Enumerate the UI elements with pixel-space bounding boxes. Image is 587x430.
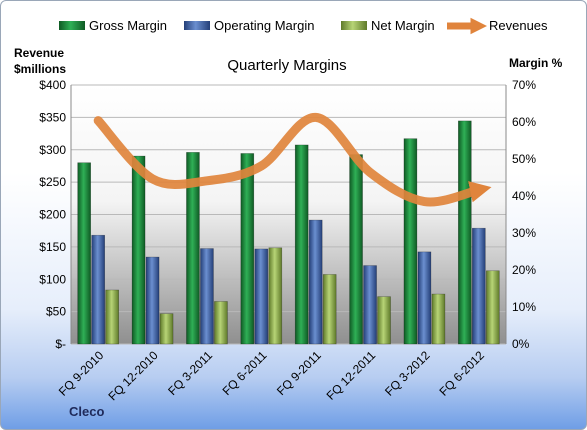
chart-title: Quarterly Margins <box>227 57 346 74</box>
left-tick-label: $50 <box>46 305 66 319</box>
bar-operating-margin <box>363 265 377 345</box>
revenue-line-path <box>93 112 492 207</box>
left-tick-label: $150 <box>39 240 66 254</box>
bar-operating-margin <box>200 248 214 345</box>
x-axis-ticks: FQ 9-2010 FQ 12-2010 FQ 3-2011 FQ 6-2011 FQ … <box>56 348 487 403</box>
left-tick-label: $- <box>55 337 66 351</box>
bar-net-margin <box>268 247 283 345</box>
bar-gross-margin <box>294 144 309 345</box>
legend-swatch-operating-margin <box>184 21 210 30</box>
left-tick-label: $250 <box>39 175 66 189</box>
bar-net-margin <box>322 274 337 345</box>
x-tick-label: FQ 3-2011 <box>165 348 215 398</box>
revenue-line <box>93 112 492 207</box>
bar-net-margin <box>105 289 119 345</box>
bars <box>77 120 500 345</box>
right-tick-label: 0% <box>512 337 530 351</box>
right-axis-title: Margin % <box>509 56 563 70</box>
bar-operating-margin <box>308 219 323 345</box>
bar-operating-margin <box>145 256 160 345</box>
x-tick-label: FQ 6-2012 <box>436 348 487 399</box>
legend-label-revenues: Revenues <box>489 18 548 33</box>
left-tick-label: $400 <box>39 78 66 92</box>
bar-gross-margin <box>349 154 363 345</box>
bar-operating-margin <box>417 251 432 345</box>
x-tick-label: FQ 3-2012 <box>382 348 433 399</box>
x-tick-label: FQ 12-2011 <box>324 348 379 403</box>
bar-gross-margin <box>186 152 200 345</box>
right-tick-label: 60% <box>512 115 536 129</box>
left-tick-label: $100 <box>39 272 66 286</box>
right-tick-label: 50% <box>512 152 536 166</box>
bar-gross-margin <box>458 120 472 345</box>
legend-label-gross-margin: Gross Margin <box>89 18 167 33</box>
bar-net-margin <box>377 296 391 345</box>
bar-net-margin <box>486 270 500 345</box>
left-tick-label: $350 <box>39 110 66 124</box>
bar-operating-margin <box>91 234 105 345</box>
legend-swatch-gross-margin <box>59 21 85 30</box>
x-tick-label: FQ 9-2010 <box>56 348 107 399</box>
right-tick-label: 10% <box>512 300 536 314</box>
legend-swatch-net-margin <box>341 21 367 30</box>
company-label: Cleco <box>69 404 104 419</box>
left-tick-label: $300 <box>39 143 66 157</box>
legend: Gross Margin Operating Margin Net Margin… <box>59 17 548 35</box>
bar-net-margin <box>214 301 228 345</box>
legend-label-net-margin: Net Margin <box>371 18 435 33</box>
right-axis-ticks: 0% 10% 20% 30% 40% 50% 60% 70% <box>512 78 536 351</box>
x-tick-label: FQ 12-2010 <box>105 348 160 403</box>
right-tick-label: 70% <box>512 78 536 92</box>
bar-gross-margin <box>240 153 255 345</box>
right-tick-label: 20% <box>512 263 536 277</box>
x-tick-label: FQ 6-2011 <box>220 348 270 398</box>
bar-gross-margin <box>77 162 91 345</box>
bar-net-margin <box>159 313 174 345</box>
left-tick-label: $200 <box>39 208 66 222</box>
right-tick-label: 40% <box>512 189 536 203</box>
right-tick-label: 30% <box>512 226 536 240</box>
bar-net-margin <box>431 293 446 345</box>
bar-operating-margin <box>472 227 486 345</box>
left-axis-title-line2: $millions <box>14 62 66 76</box>
left-axis-title-line1: Revenue <box>14 46 64 60</box>
left-axis-ticks: $- $50 $100 $150 $200 $250 $300 $350 $400 <box>39 78 66 351</box>
bar-operating-margin <box>254 248 269 345</box>
bar-gross-margin <box>131 155 146 345</box>
legend-label-operating-margin: Operating Margin <box>214 18 314 33</box>
x-tick-label: FQ 9-2011 <box>274 348 324 398</box>
bar-gross-margin <box>403 138 418 345</box>
